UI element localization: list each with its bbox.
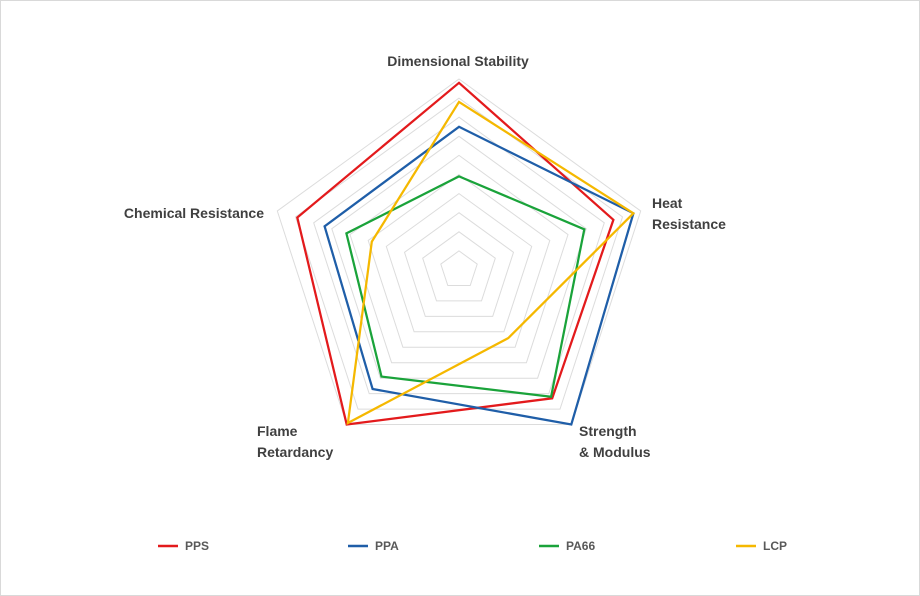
- legend-label-lcp: LCP: [763, 539, 787, 553]
- grid-ring: [385, 192, 533, 333]
- legend-label-pps: PPS: [185, 539, 209, 553]
- legend-label-ppa: PPA: [375, 539, 399, 553]
- grid-ring: [422, 231, 496, 302]
- axis-label: Chemical Resistance: [124, 205, 264, 221]
- axis-label: Strength & Modulus: [579, 423, 651, 460]
- grid-ring: [313, 116, 605, 395]
- grid-ring: [367, 173, 551, 348]
- axis-labels: Dimensional Stability Heat Resistance Stren…: [124, 53, 726, 460]
- series-pa66-line: [345, 175, 586, 398]
- legend: PPS PPA PA66 LCP: [158, 539, 787, 553]
- legend-label-pa66: PA66: [566, 539, 595, 553]
- grid-ring: [276, 78, 642, 425]
- axis-label: Dimensional Stability: [387, 53, 529, 69]
- grid-ring: [331, 135, 587, 379]
- axis-label: Flame Retardancy: [257, 423, 333, 460]
- series-pps-line: [296, 81, 615, 426]
- grid-ring: [403, 212, 515, 317]
- grid-ring: [440, 250, 478, 286]
- series-lcp-line: [346, 100, 636, 426]
- axis-label: Heat Resistance: [652, 195, 726, 232]
- series-lines: [296, 81, 636, 426]
- series-ppa-line: [323, 125, 635, 426]
